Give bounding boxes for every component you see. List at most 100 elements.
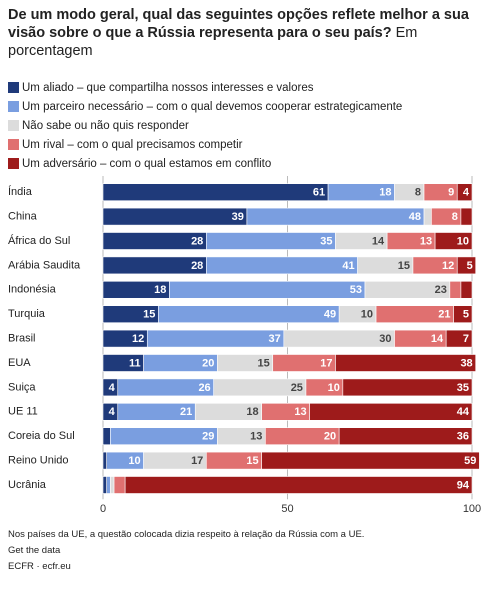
category-label: África do Sul bbox=[8, 234, 70, 247]
data-label: 8 bbox=[415, 187, 421, 199]
bar-segment bbox=[124, 476, 473, 494]
data-label: 48 bbox=[409, 211, 421, 223]
legend-swatch bbox=[8, 139, 19, 150]
bar-segment bbox=[342, 378, 473, 397]
data-label: 20 bbox=[324, 431, 336, 443]
data-label: 9 bbox=[448, 187, 454, 199]
x-tick-label: 100 bbox=[463, 503, 481, 515]
category-label: Suiça bbox=[8, 381, 36, 393]
data-label: 21 bbox=[438, 309, 450, 321]
bar-segment bbox=[434, 232, 473, 250]
bar-segment bbox=[106, 476, 111, 494]
data-label: 18 bbox=[154, 284, 166, 296]
data-label: 23 bbox=[435, 284, 447, 296]
legend-swatch bbox=[8, 82, 19, 93]
bar-segment bbox=[460, 207, 473, 226]
note: Get the data bbox=[8, 545, 61, 556]
bar-segment bbox=[449, 281, 462, 299]
data-label: 4 bbox=[109, 382, 116, 394]
data-label: 59 bbox=[464, 455, 476, 467]
data-label: 10 bbox=[328, 382, 340, 394]
bar-segment bbox=[338, 427, 473, 445]
legend-label: Um parceiro necessário – com o qual deve… bbox=[22, 100, 403, 113]
bar-segment bbox=[158, 305, 340, 323]
footer: Nos países da UE, a questão colocada diz… bbox=[8, 527, 364, 575]
bar-segment bbox=[102, 207, 248, 226]
note: Nos países da UE, a questão colocada diz… bbox=[8, 529, 365, 540]
category-label: Índia bbox=[8, 185, 33, 198]
data-label: 35 bbox=[457, 382, 469, 394]
bar-segment bbox=[206, 232, 336, 250]
data-label: 49 bbox=[324, 309, 336, 321]
data-label: 39 bbox=[232, 211, 244, 223]
data-label: 13 bbox=[250, 431, 262, 443]
data-label: 38 bbox=[460, 357, 472, 369]
bar-segment bbox=[110, 476, 115, 494]
legend-item: Um adversário – com o qual estamos em co… bbox=[8, 154, 402, 173]
legend-label: Não sabe ou não quis responder bbox=[22, 119, 189, 132]
category-label: Ucrânia bbox=[8, 479, 47, 491]
category-label: Arábia Saudita bbox=[8, 259, 81, 271]
category-label: Indonésia bbox=[8, 284, 57, 296]
data-label: 7 bbox=[463, 333, 469, 345]
category-label: Coreia do Sul bbox=[8, 430, 75, 442]
data-label: 36 bbox=[457, 431, 469, 443]
data-label: 44 bbox=[457, 406, 470, 418]
bar-segment bbox=[246, 207, 425, 226]
data-label: 29 bbox=[202, 431, 214, 443]
category-label: UE 11 bbox=[8, 406, 38, 418]
data-label: 13 bbox=[420, 235, 432, 247]
category-label: EUA bbox=[8, 357, 31, 369]
data-label: 15 bbox=[143, 309, 155, 321]
data-label: 10 bbox=[457, 235, 469, 247]
x-tick-label: 0 bbox=[100, 503, 106, 515]
data-label: 28 bbox=[191, 235, 203, 247]
bar-segment bbox=[113, 476, 126, 494]
data-label: 4 bbox=[463, 187, 470, 199]
data-label: 35 bbox=[320, 235, 332, 247]
data-label: 4 bbox=[109, 406, 116, 418]
bar-segment bbox=[456, 256, 476, 275]
bar-segment bbox=[102, 427, 111, 445]
legend-item: Não sabe ou não quis responder bbox=[8, 116, 402, 135]
bar-segment bbox=[102, 476, 107, 494]
legend-label: Um aliado – que compartilha nossos inter… bbox=[22, 81, 314, 94]
bar-segment bbox=[102, 183, 329, 201]
data-label: 41 bbox=[342, 260, 354, 272]
data-label: 10 bbox=[128, 455, 140, 467]
bar-segment bbox=[146, 329, 285, 348]
header: De um modo geral, qual das seguintes opç… bbox=[8, 6, 490, 60]
legend-label: Um rival – com o qual precisamos competi… bbox=[22, 138, 243, 151]
data-label: 28 bbox=[191, 260, 203, 272]
legend-item: Um aliado – que compartilha nossos inter… bbox=[8, 78, 402, 97]
data-label: 26 bbox=[198, 382, 210, 394]
data-label: 17 bbox=[191, 455, 203, 467]
category-label: China bbox=[8, 211, 38, 223]
bar-segment bbox=[423, 207, 432, 226]
data-label: 15 bbox=[246, 455, 258, 467]
data-label: 14 bbox=[372, 235, 385, 247]
bar-segment bbox=[206, 256, 358, 275]
category-label: Brasil bbox=[8, 333, 36, 345]
legend-item: Um rival – com o qual precisamos competi… bbox=[8, 135, 402, 154]
data-label: 12 bbox=[442, 260, 454, 272]
data-label: 5 bbox=[463, 309, 469, 321]
bar-segment bbox=[445, 329, 473, 348]
data-label: 25 bbox=[291, 382, 303, 394]
data-label: 12 bbox=[132, 333, 144, 345]
category-label: Reino Unido bbox=[8, 455, 69, 467]
bar-segment bbox=[453, 305, 473, 323]
data-label: 37 bbox=[269, 333, 281, 345]
note: ECFR · ecfr.eu bbox=[8, 561, 71, 572]
bar-segment bbox=[261, 451, 480, 470]
data-label: 18 bbox=[379, 187, 391, 199]
data-label: 10 bbox=[361, 309, 373, 321]
data-label: 53 bbox=[350, 284, 362, 296]
legend-swatch bbox=[8, 158, 19, 169]
bar-segment bbox=[309, 403, 473, 421]
data-label: 15 bbox=[398, 260, 410, 272]
category-label: Turquia bbox=[8, 308, 46, 320]
chart-title: De um modo geral, qual das seguintes opç… bbox=[8, 7, 469, 41]
legend: Um aliado – que compartilha nossos inter… bbox=[8, 78, 402, 173]
